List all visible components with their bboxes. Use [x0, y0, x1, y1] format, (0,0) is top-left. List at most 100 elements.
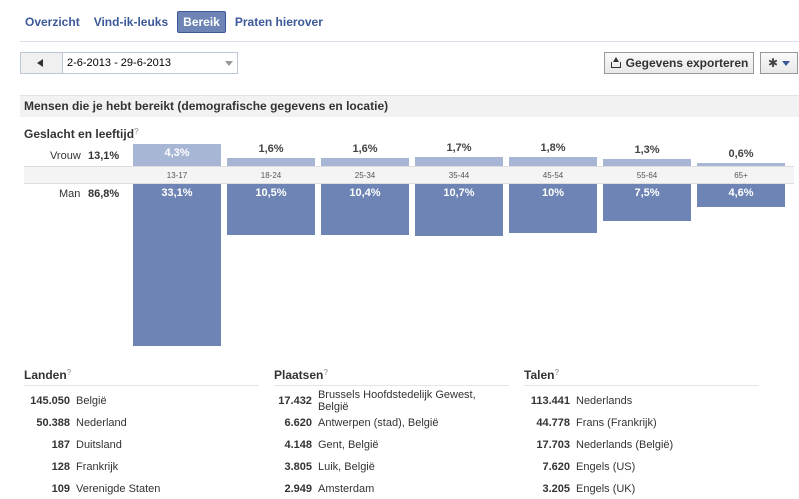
list-count: 113.441: [530, 395, 570, 407]
countries-title: Landen?: [24, 368, 259, 386]
female-value-3: 1,7%: [446, 142, 472, 155]
settings-menu-button[interactable]: ✱: [760, 52, 798, 74]
male-total: 86,8%: [88, 188, 120, 200]
female-bar-1[interactable]: [227, 157, 315, 166]
export-data-button[interactable]: Gegevens exporteren: [604, 52, 754, 74]
cities-list: Plaatsen? 17.432 Brussels Hoofdstedelijk …: [274, 368, 509, 499]
previous-period-button[interactable]: [21, 53, 63, 73]
list-item: 145.050 België: [24, 390, 259, 412]
languages-title: Talen?: [524, 368, 759, 386]
languages-list: Talen? 113.441 Nederlands 44.778 Frans (Fr…: [524, 368, 759, 499]
list-label: Duitsland: [76, 439, 122, 451]
tab-talking-about[interactable]: Praten hierover: [234, 15, 323, 29]
list-item: 113.441 Nederlands: [524, 390, 759, 412]
help-icon[interactable]: ?: [323, 368, 329, 377]
list-count: 4.148: [284, 439, 312, 451]
list-label: Frankrijk: [76, 461, 119, 473]
female-bar-6[interactable]: [697, 162, 785, 166]
list-label: Verenigde Staten: [76, 483, 161, 495]
list-item: 2.949 Amsterdam: [274, 478, 509, 499]
countries-title-text: Landen: [24, 368, 67, 382]
female-bar-0[interactable]: [133, 144, 221, 166]
list-item: 17.432 Brussels Hoofdstedelijk Gewest, Be…: [274, 389, 509, 413]
list-count: 6.620: [284, 417, 312, 429]
list-label: België: [76, 395, 107, 407]
age-band: [24, 166, 794, 184]
date-range-picker: 2-6-2013 - 29-6-2013: [20, 52, 238, 74]
age-label-0: 13-17: [166, 171, 188, 180]
female-value-5: 1,3%: [634, 144, 660, 157]
male-bar-3[interactable]: [415, 184, 503, 237]
list-item: 44.778 Frans (Frankrijk): [524, 412, 759, 434]
female-label: Vrouw: [50, 150, 81, 162]
female-bar-5[interactable]: [603, 159, 691, 166]
countries-list: Landen? 145.050 België 50.388 Nederland 18…: [24, 368, 259, 499]
list-label: Brussels Hoofdstedelijk Gewest, België: [317, 389, 476, 413]
tab-bar: Overzicht Vind-ik-leuks Bereik Praten hi…: [20, 11, 332, 33]
male-value-5: 7,5%: [634, 187, 660, 199]
list-item: 187 Duitsland: [24, 434, 259, 456]
list-count: 3.205: [542, 483, 570, 495]
tab-likes[interactable]: Vind-ik-leuks: [93, 15, 169, 29]
age-label-5: 55-64: [636, 171, 658, 180]
help-icon[interactable]: ?: [134, 127, 139, 136]
list-label: Engels (US): [576, 461, 636, 473]
age-label-3: 35-44: [448, 171, 470, 180]
cities-title: Plaatsen?: [274, 368, 509, 386]
chevron-down-icon: [782, 60, 791, 66]
chevron-down-icon: [225, 61, 233, 66]
male-bar-2[interactable]: [321, 184, 409, 235]
tab-reach[interactable]: Bereik: [177, 11, 226, 33]
age-label-2: 25-34: [354, 171, 376, 180]
list-count: 145.050: [30, 395, 70, 407]
export-icon: [610, 57, 622, 69]
female-bar-4[interactable]: [509, 156, 597, 166]
male-value-6: 4,6%: [728, 187, 754, 199]
male-bar-5[interactable]: [603, 184, 691, 221]
male-value-3: 10,7%: [443, 187, 475, 199]
gear-icon: ✱: [767, 56, 779, 70]
male-bar-1[interactable]: [227, 184, 315, 236]
list-label: Engels (UK): [576, 483, 636, 495]
list-item: 4.148 Gent, België: [274, 434, 509, 456]
list-item: 3.205 Engels (UK): [524, 478, 759, 499]
list-count: 128: [51, 461, 70, 473]
age-label-6: 65+: [734, 171, 748, 180]
female-value-4: 1,8%: [540, 141, 566, 154]
tab-overview[interactable]: Overzicht: [25, 15, 80, 29]
help-icon[interactable]: ?: [554, 368, 560, 377]
tab-divider: [20, 41, 799, 42]
list-item: 6.620 Antwerpen (stad), België: [274, 412, 509, 434]
list-label: Antwerpen (stad), België: [318, 417, 439, 429]
list-label: Nederlands (België): [576, 439, 674, 451]
gender-age-title: Geslacht en leeftijd?: [24, 127, 139, 141]
list-label: Nederlands: [576, 395, 633, 407]
list-item: 109 Verenigde Staten: [24, 478, 259, 499]
toolbar: 2-6-2013 - 29-6-2013 Gegevens exporteren…: [20, 52, 799, 76]
male-value-4: 10%: [541, 187, 565, 199]
female-value-6: 0,6%: [728, 147, 754, 160]
female-bar-3[interactable]: [415, 157, 503, 166]
male-label: Man: [59, 188, 81, 200]
female-bar-2[interactable]: [321, 157, 409, 166]
list-count: 2.949: [284, 483, 312, 495]
female-total: 13,1%: [88, 150, 120, 162]
female-value-1: 1,6%: [258, 142, 284, 155]
list-label: Amsterdam: [318, 483, 375, 495]
female-value-2: 1,6%: [352, 142, 378, 155]
female-value-0: 4,3%: [164, 147, 190, 160]
list-count: 187: [51, 439, 70, 451]
gender-age-title-text: Geslacht en leeftijd: [24, 127, 135, 141]
date-range-select[interactable]: 2-6-2013 - 29-6-2013: [63, 53, 237, 73]
male-value-0: 33,1%: [161, 187, 193, 199]
list-item: 7.620 Engels (US): [524, 456, 759, 478]
male-bar-6[interactable]: [697, 184, 785, 207]
help-icon[interactable]: ?: [66, 368, 72, 377]
list-count: 3.805: [284, 461, 312, 473]
list-item: 128 Frankrijk: [24, 456, 259, 478]
male-bar-0[interactable]: [133, 184, 221, 347]
list-item: 3.805 Luik, België: [274, 456, 509, 478]
list-label: Luik, België: [318, 461, 375, 473]
list-count: 17.703: [536, 439, 570, 451]
male-bar-4[interactable]: [509, 184, 597, 233]
